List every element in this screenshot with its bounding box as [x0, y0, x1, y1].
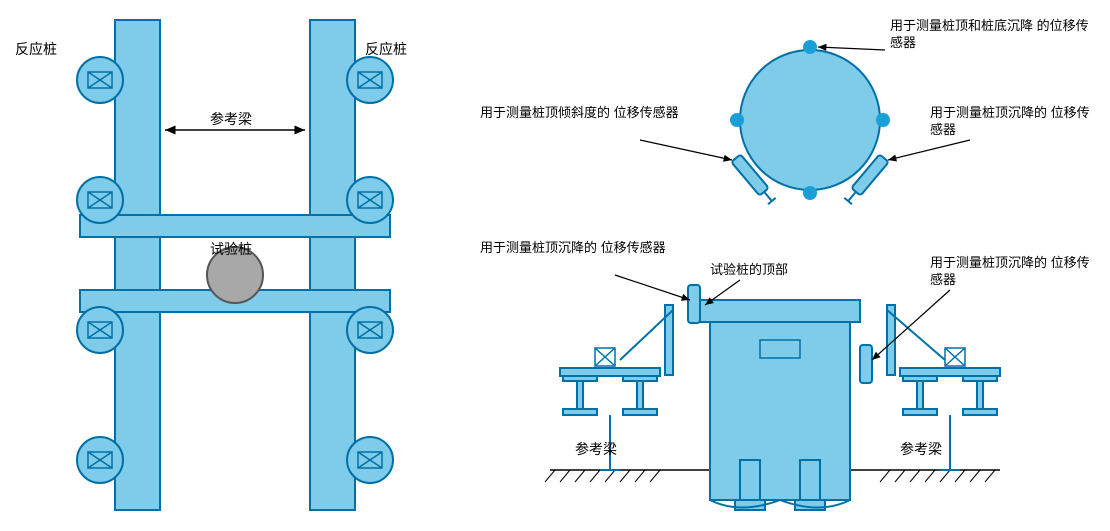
- label-test-pile-top: 试验桩的顶部: [710, 262, 788, 279]
- label-settle-sensor-right: 用于测量桩顶沉降的 位移传感器: [930, 105, 1100, 139]
- diagram-container: 反应桩 反应桩 参考梁 试验桩: [10, 10, 1100, 521]
- label-test-pile: 试验桩: [210, 240, 252, 258]
- label-reaction-pile-right: 反应桩: [365, 40, 407, 58]
- label-tilt-sensor: 用于测量桩顶倾斜度的 位移传感器: [480, 105, 679, 122]
- label-reaction-pile-left: 反应桩: [15, 40, 57, 58]
- label-ref-beam-right: 参考梁: [900, 440, 942, 458]
- label-settle-sensor-left2: 用于测量桩顶沉降的 位移传感器: [480, 240, 666, 257]
- label-top-bottom-sensor: 用于测量桩顶和桩底沉降 的位移传感器: [890, 18, 1100, 52]
- label-reference-beam: 参考梁: [210, 110, 252, 128]
- plan-view-panel: 反应桩 反应桩 参考梁 试验桩: [10, 10, 440, 521]
- label-ref-beam-left: 参考梁: [575, 440, 617, 458]
- detail-panel: 用于测量桩顶和桩底沉降 的位移传感器 用于测量桩顶倾斜度的 位移传感器 用于测量…: [440, 10, 1100, 521]
- label-settle-sensor-right2: 用于测量桩顶沉降的 位移传感器: [930, 255, 1100, 289]
- plan-view-svg: [10, 10, 440, 521]
